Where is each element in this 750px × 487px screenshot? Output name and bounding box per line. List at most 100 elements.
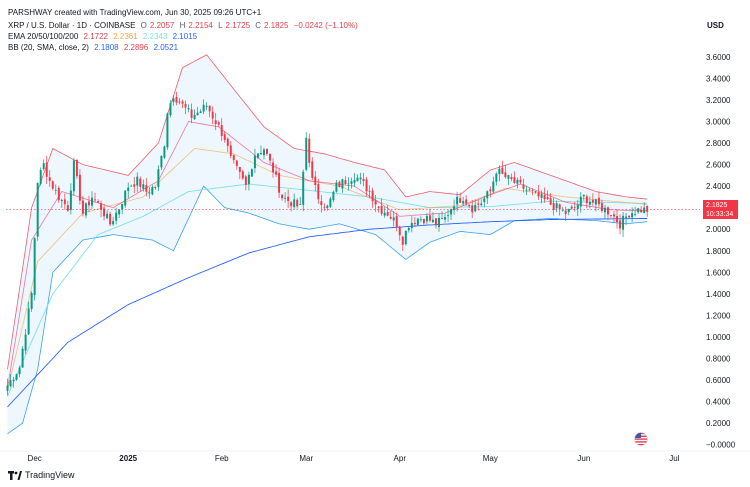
candle-body (362, 178, 365, 182)
candle (480, 199, 483, 207)
candle-body (468, 205, 471, 207)
candle-body (148, 192, 151, 194)
candle-body (564, 210, 567, 215)
candle (386, 205, 389, 217)
candle (501, 160, 504, 175)
candle-body (263, 149, 265, 156)
candle (253, 149, 256, 174)
ema-label[interactable]: EMA 20/50/100/200 (8, 32, 79, 41)
candle (498, 165, 501, 182)
candle-body (410, 222, 413, 229)
symbol-name[interactable]: XRP / U.S. Dollar · 1D · COINBASE (8, 21, 136, 30)
candle (628, 215, 631, 218)
candle-body (594, 199, 597, 205)
candle-body (374, 200, 377, 205)
candle-body (353, 180, 356, 183)
candle (640, 205, 643, 213)
candle (471, 200, 474, 219)
candle-body (317, 183, 320, 200)
candle-body (172, 98, 175, 102)
candle (413, 217, 416, 227)
candle-body (456, 196, 459, 205)
candle-body (293, 199, 296, 208)
candle (172, 95, 175, 106)
candle (299, 196, 302, 205)
candle (272, 158, 275, 178)
candle (142, 179, 145, 192)
candle-body (507, 175, 510, 179)
price-tick-label: 3.2000 (706, 96, 731, 105)
brand-name: TradingView (25, 470, 75, 480)
candle-body (250, 169, 253, 177)
candle-body (21, 348, 24, 368)
candle (115, 207, 118, 225)
candle-body (428, 215, 431, 221)
candle-body (413, 222, 416, 225)
price-tick-label: 2.4000 (706, 182, 731, 191)
candle-body (513, 177, 516, 183)
candle (507, 174, 510, 185)
candle-body (103, 208, 106, 217)
ema20-value: 2.1722 (83, 32, 108, 41)
candle-body (305, 137, 308, 170)
bar-countdown: 10:33:34 (706, 211, 734, 218)
tradingview-logo[interactable]: TradingView (8, 470, 75, 480)
candle (15, 373, 18, 381)
candle-body (444, 217, 447, 220)
candle (60, 198, 63, 208)
candle (100, 200, 103, 218)
candle (573, 201, 576, 212)
candle (24, 328, 27, 355)
candle-body (223, 134, 226, 140)
us-flag-icon[interactable] (631, 432, 651, 451)
candle-body (48, 177, 51, 181)
candle (305, 132, 308, 172)
ema50-value: 2.2361 (113, 32, 138, 41)
candle (576, 199, 579, 217)
candle (250, 168, 253, 177)
time-tick-label: Dec (28, 454, 42, 463)
candle-body (643, 207, 646, 214)
candle-body (205, 105, 208, 107)
price-tick-label: 2.0000 (706, 225, 731, 234)
candle (401, 235, 404, 251)
low-value: 2.1725 (225, 21, 251, 30)
bb-label[interactable]: BB (20, SMA, close, 2) (8, 43, 89, 52)
candle-body (193, 114, 196, 120)
candle-body (383, 212, 386, 216)
candle-body (121, 203, 124, 210)
candle-body (232, 155, 235, 161)
candle (275, 164, 278, 177)
candle-body (190, 109, 193, 118)
candle (78, 169, 81, 205)
candle (600, 199, 603, 213)
currency-label[interactable]: USD (707, 21, 724, 30)
candle-body (287, 196, 290, 202)
candle-body (522, 184, 525, 189)
candle-body (498, 168, 501, 175)
candle-body (347, 183, 350, 185)
candle-body (326, 205, 329, 208)
candle (160, 155, 163, 171)
candle-body (84, 203, 87, 216)
candle-body (75, 160, 78, 177)
candle (341, 178, 344, 193)
candle-body (579, 196, 582, 207)
candle (308, 133, 311, 168)
candle-body (389, 216, 392, 219)
candle (465, 195, 468, 206)
candle-body (591, 199, 594, 203)
price-tick-label: −0.0000 (706, 441, 736, 450)
candle-body (275, 171, 278, 175)
candle-body (145, 185, 148, 192)
candle (256, 153, 259, 160)
candle-body (474, 204, 477, 212)
candle (214, 112, 217, 131)
candle (416, 217, 419, 226)
candle-body (549, 198, 552, 205)
candle (106, 210, 109, 220)
candle (646, 205, 649, 217)
bb-fill-area (7, 54, 648, 434)
low-label: L (218, 21, 223, 30)
